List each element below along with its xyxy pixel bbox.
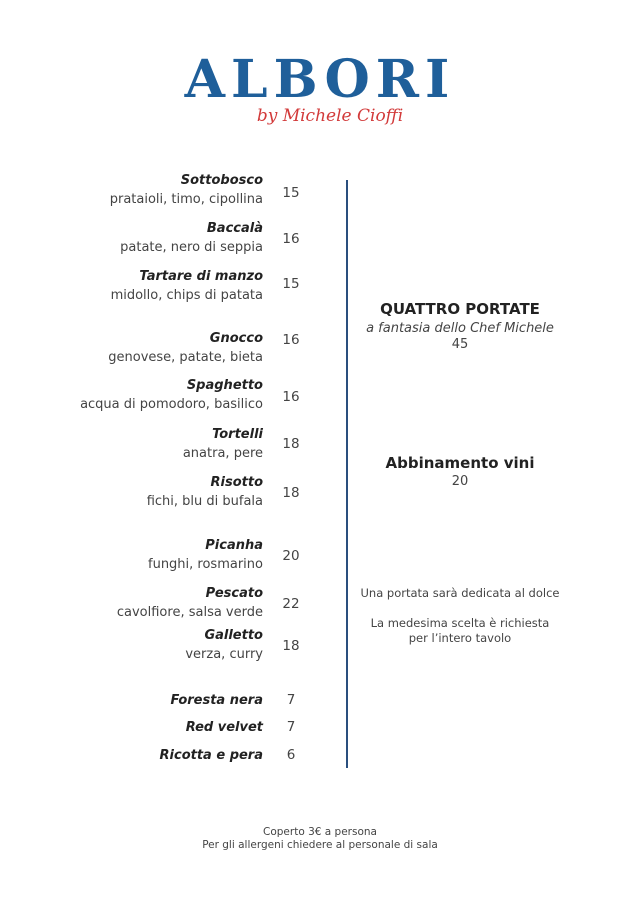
dessert-item: Red velvet	[186, 718, 263, 737]
item-price: 7	[286, 692, 296, 708]
item-price: 16	[282, 389, 300, 405]
item-name: Foresta nera	[170, 693, 263, 708]
item-desc: midollo, chips di patata	[110, 288, 263, 303]
tasting-price: 45	[451, 337, 469, 352]
item-desc: anatra, pere	[182, 446, 263, 461]
item-name: Pescato	[205, 586, 263, 601]
item-name: Spaghetto	[186, 378, 263, 393]
menu-item: Sottobosco prataioli, timo, cipollina	[110, 171, 263, 209]
item-name: Tartare di manzo	[139, 269, 263, 284]
menu-item: Picanha funghi, rosmarino	[148, 536, 263, 574]
item-name: Ricotta e pera	[159, 748, 263, 763]
item-name: Gnocco	[209, 331, 263, 346]
item-price: 18	[282, 638, 300, 654]
item-price: 15	[282, 276, 300, 292]
wine-title: Abbinamento vini	[385, 454, 535, 472]
item-name: Red velvet	[185, 720, 263, 735]
item-price: 16	[282, 332, 300, 348]
item-desc: patate, nero di seppia	[120, 240, 263, 255]
item-price: 6	[286, 747, 296, 763]
logo-subtitle: by Michele Cioffi	[256, 106, 404, 126]
item-name: Sottobosco	[180, 173, 263, 188]
item-desc: genovese, patate, bieta	[108, 350, 263, 365]
tasting-subtitle: a fantasia dello Chef Michele	[366, 321, 554, 336]
item-name: Galletto	[204, 628, 263, 643]
dessert-item: Foresta nera	[170, 691, 263, 710]
tasting-title: QUATTRO PORTATE	[380, 300, 540, 318]
item-price: 20	[282, 548, 300, 564]
wine-price: 20	[451, 474, 469, 489]
note-table: La medesima scelta è richiesta per l’int…	[370, 616, 550, 645]
footer-allergens: Per gli allergeni chiedere al personale …	[202, 839, 438, 851]
item-price: 18	[282, 485, 300, 501]
item-desc: prataioli, timo, cipollina	[109, 192, 263, 207]
menu-item: Tartare di manzo midollo, chips di patata	[111, 267, 263, 305]
menu-item: Tortelli anatra, pere	[183, 425, 263, 463]
note-dessert: Una portata sarà dedicata al dolce	[360, 586, 560, 600]
dessert-item: Ricotta e pera	[160, 746, 263, 765]
item-price: 15	[282, 185, 300, 201]
menu-item: Spaghetto acqua di pomodoro, basilico	[80, 376, 263, 414]
menu-item: Galletto verza, curry	[185, 626, 263, 664]
logo-brand: ALBORI	[184, 49, 456, 110]
item-name: Tortelli	[212, 427, 263, 442]
item-name: Risotto	[210, 475, 264, 490]
menu-item: Gnocco genovese, patate, bieta	[108, 329, 263, 367]
item-desc: funghi, rosmarino	[148, 557, 263, 572]
item-price: 7	[286, 719, 296, 735]
column-divider	[346, 180, 348, 768]
item-price: 16	[282, 231, 300, 247]
menu-item: Baccalà patate, nero di seppia	[120, 219, 263, 257]
item-name: Picanha	[205, 538, 263, 553]
item-price: 18	[282, 436, 300, 452]
albori-logo: ALBORI by Michele Cioffi	[170, 52, 470, 142]
item-desc: acqua di pomodoro, basilico	[80, 397, 263, 412]
item-desc: cavolfiore, salsa verde	[116, 605, 263, 620]
menu-item: Pescato cavolfiore, salsa verde	[117, 584, 263, 622]
item-desc: fichi, blu di bufala	[146, 494, 263, 509]
menu-item: Risotto fichi, blu di bufala	[147, 473, 263, 511]
footer-cover: Coperto 3€ a persona	[263, 826, 377, 838]
item-desc: verza, curry	[185, 647, 263, 662]
item-price: 22	[282, 596, 300, 612]
item-name: Baccalà	[206, 221, 263, 236]
